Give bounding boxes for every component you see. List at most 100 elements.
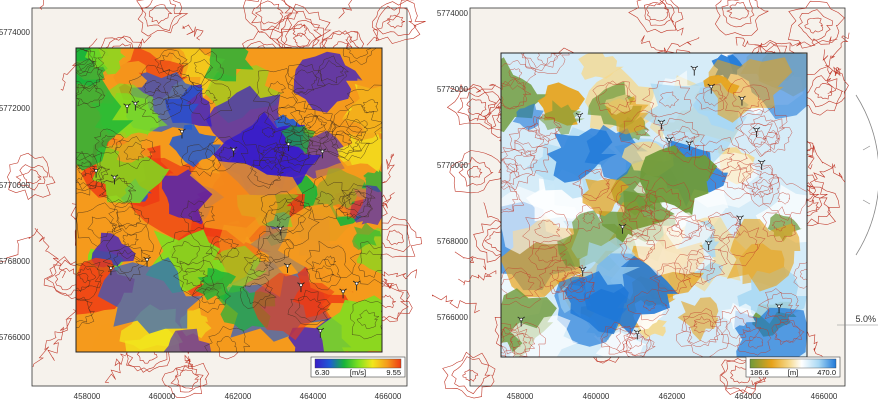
contour-line	[105, 222, 154, 262]
contour-line	[501, 185, 519, 212]
contour-line	[708, 212, 740, 240]
contour-line	[7, 152, 56, 200]
contour-line	[341, 183, 376, 214]
contour-line	[344, 84, 382, 130]
contour-line	[771, 220, 787, 232]
contour-line	[449, 150, 504, 194]
contour-line	[807, 141, 846, 183]
contour-line	[708, 158, 764, 200]
contour-line	[243, 253, 275, 277]
contour-line	[788, 0, 845, 49]
contour-line	[505, 163, 519, 174]
wind-turbine-icon	[690, 65, 699, 76]
contour-line	[15, 164, 49, 191]
contour-line	[170, 365, 204, 393]
wind-turbine-icon	[284, 141, 293, 152]
wind-turbine-icon	[229, 146, 238, 157]
field-patch	[726, 218, 801, 292]
contour-line	[793, 261, 807, 289]
contour-line	[76, 58, 106, 93]
contour-line	[210, 235, 240, 264]
contour-line	[628, 0, 684, 34]
contour-line	[287, 289, 331, 325]
x-tick-label: 462000	[225, 392, 252, 401]
contour-line	[159, 230, 213, 273]
contour-line	[735, 36, 762, 48]
contour-line	[458, 270, 497, 286]
site-boundary	[500, 52, 808, 358]
contour-line	[267, 80, 286, 97]
contour-line	[76, 165, 87, 181]
field-patch	[252, 272, 335, 341]
contour-line	[602, 327, 634, 352]
contour-line	[501, 78, 528, 109]
wind-turbine-icon	[578, 266, 587, 277]
contour-line	[759, 177, 807, 221]
contour-line	[199, 89, 218, 105]
contour-line	[774, 320, 801, 343]
contour-line	[294, 296, 323, 323]
field-patch	[85, 48, 126, 75]
contour-line	[560, 271, 595, 303]
wind-turbine-icon	[665, 137, 673, 147]
field-patch	[538, 100, 585, 135]
contour-line	[76, 161, 95, 176]
contour-line	[466, 98, 487, 115]
contour-line	[741, 163, 775, 191]
field-patch	[124, 326, 182, 352]
contour-line	[695, 255, 716, 272]
wind-turbine-icon	[752, 127, 761, 137]
legend-max: 470.0	[817, 368, 836, 377]
contour-line	[188, 148, 217, 171]
contour-line	[136, 0, 189, 37]
contour-line	[714, 305, 762, 347]
wind-turbine-icon	[657, 119, 666, 130]
wind-turbine-icon	[297, 282, 305, 293]
contour-line	[219, 146, 236, 161]
field-patch	[97, 257, 203, 334]
contour-line	[242, 111, 297, 156]
contour-line	[514, 127, 545, 153]
field-patch	[721, 302, 756, 330]
contour-line	[76, 296, 95, 328]
field-patch	[277, 203, 364, 296]
field-patch	[501, 288, 557, 357]
wind-turbine-icon	[92, 167, 100, 178]
contour-line	[287, 69, 317, 94]
contour-line	[175, 369, 200, 389]
legend-min: 186.6	[750, 368, 769, 377]
wind-turbine-icon	[107, 265, 115, 276]
contour-line	[683, 258, 705, 278]
contour-line	[123, 141, 146, 161]
contour-line	[76, 164, 95, 187]
turbine-markers	[92, 100, 361, 338]
contour-line	[261, 198, 321, 247]
contour-line	[805, 139, 815, 170]
contour-line	[338, 0, 353, 19]
contour-line	[216, 336, 237, 352]
x-tick-label: 464000	[300, 392, 327, 401]
contour-line	[188, 209, 204, 223]
wind-turbine-icon	[178, 128, 186, 139]
contour-line	[204, 325, 251, 352]
contour-line	[314, 55, 350, 87]
y-tick-label: 5774000	[437, 9, 469, 18]
contour-line	[687, 248, 728, 283]
wind-turbine-icon	[143, 256, 151, 267]
contour-line	[825, 32, 850, 67]
contour-line	[315, 265, 335, 283]
contour-line	[693, 137, 748, 177]
contour-line	[693, 315, 714, 334]
contour-line	[179, 77, 233, 121]
contour-line	[250, 159, 282, 185]
field-patch	[311, 160, 367, 218]
contour-line	[666, 224, 684, 237]
contour-line	[108, 200, 150, 236]
legend: 6.30 [m/s] 9.55	[310, 356, 406, 378]
contour-line	[653, 214, 700, 249]
contour-line	[346, 119, 368, 138]
x-axis: 458000 460000 462000 464000 466000	[74, 392, 402, 401]
contour-line	[797, 9, 833, 41]
contour-line	[257, 231, 294, 264]
contour-line	[757, 288, 800, 323]
